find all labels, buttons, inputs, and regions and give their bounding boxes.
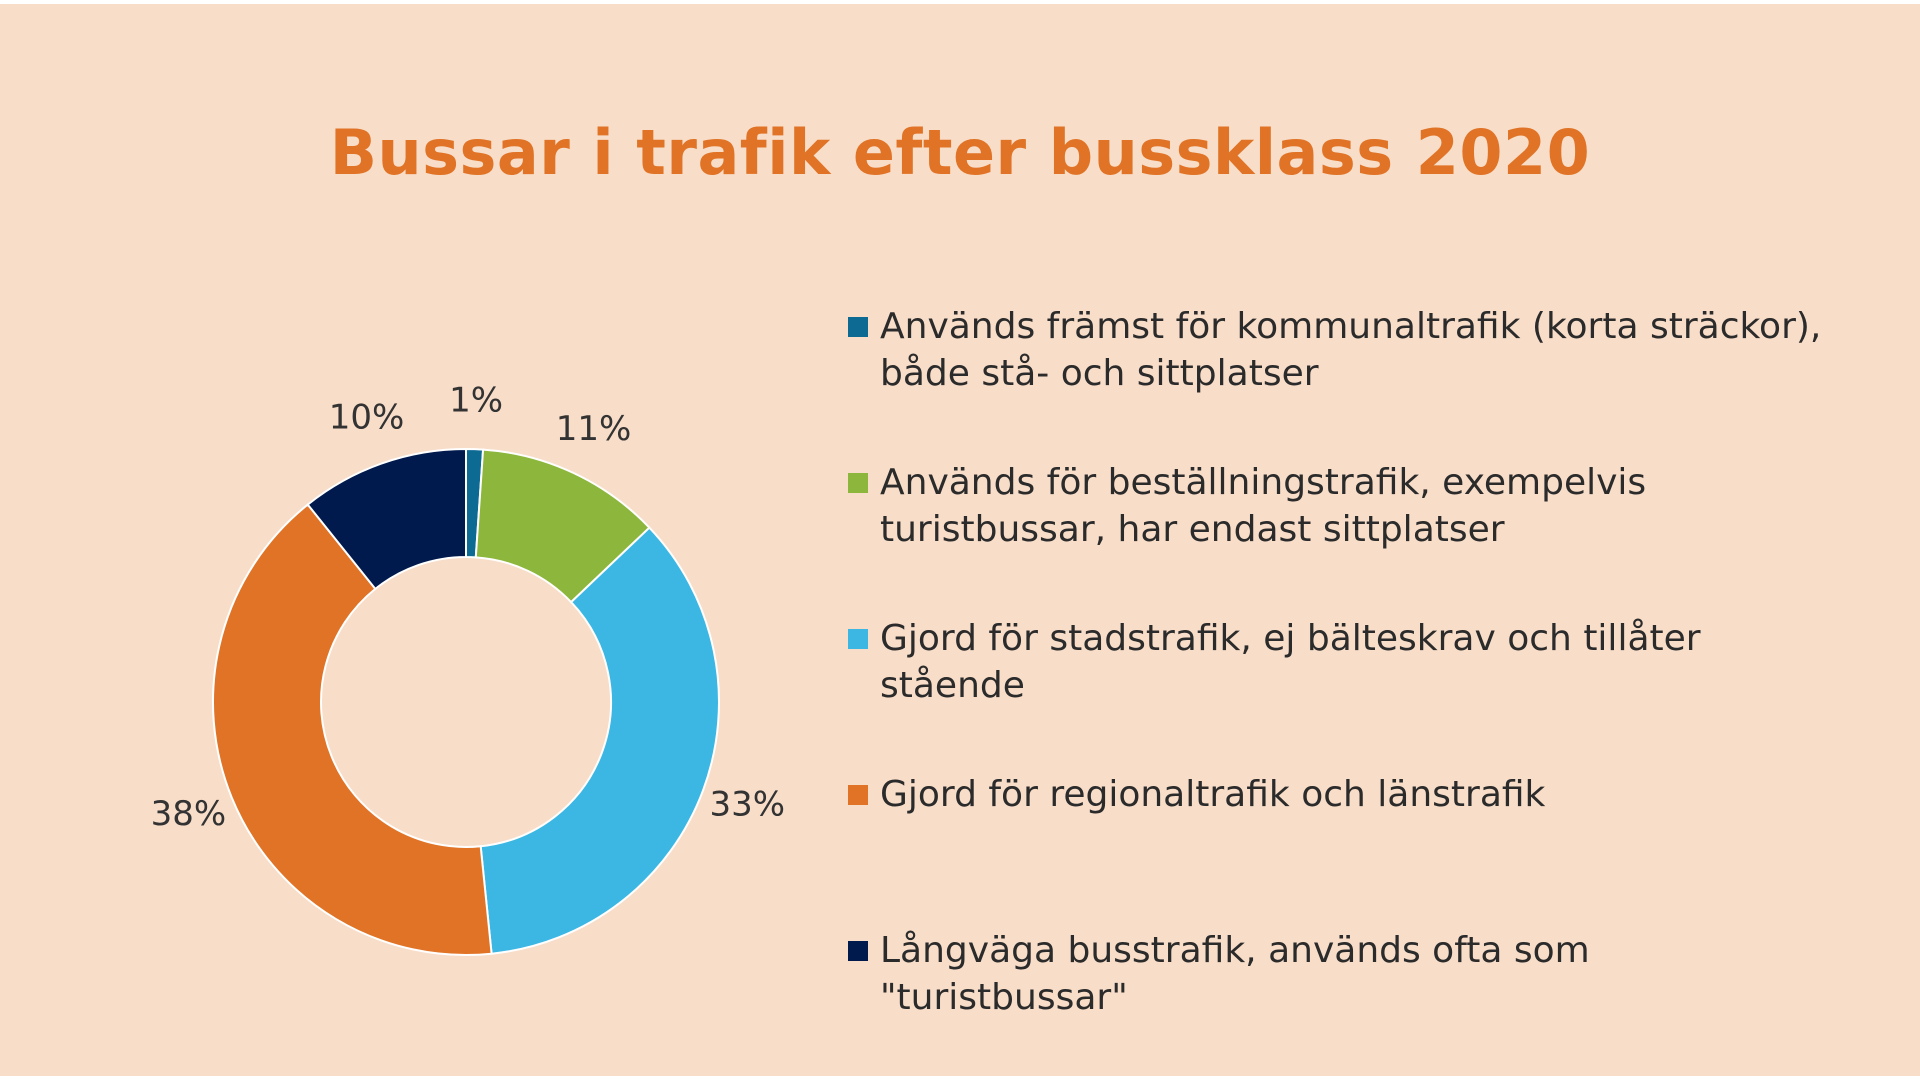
data-label: 33% bbox=[710, 785, 786, 825]
slice-regionaltrafik bbox=[212, 503, 493, 956]
legend-label: Långväga busstrafik, används ofta som "t… bbox=[880, 930, 1590, 1018]
slice-langvaga bbox=[306, 447, 467, 591]
legend-item-stadstrafik: Gjord för stadstrafik, ej bälteskrav och… bbox=[848, 615, 1888, 709]
legend-swatch bbox=[848, 317, 868, 337]
legend-swatch bbox=[848, 785, 868, 805]
legend-label: Används för beställningstrafik, exempelv… bbox=[880, 462, 1647, 550]
slice-stadstrafik bbox=[479, 526, 720, 955]
data-label: 11% bbox=[556, 409, 632, 449]
legend-label: Gjord för regionaltrafik och länstrafik bbox=[880, 774, 1546, 815]
chart-title: Bussar i trafik efter bussklass 2020 bbox=[329, 116, 1591, 189]
legend-swatch bbox=[848, 629, 868, 649]
legend-swatch bbox=[848, 473, 868, 493]
legend-item-kommunaltrafik: Används främst för kommunaltrafik (korta… bbox=[848, 303, 1888, 397]
legend-item-regionaltrafik: Gjord för regionaltrafik och länstrafik bbox=[848, 771, 1888, 818]
legend-swatch bbox=[848, 941, 868, 961]
data-label: 1% bbox=[449, 381, 503, 421]
legend-label: Används främst för kommunaltrafik (korta… bbox=[880, 306, 1822, 394]
legend-label: Gjord för stadstrafik, ej bälteskrav och… bbox=[880, 618, 1701, 706]
legend-item-langvaga: Långväga busstrafik, används ofta som "t… bbox=[848, 927, 1888, 1021]
data-label: 10% bbox=[329, 397, 405, 437]
data-label: 38% bbox=[151, 794, 227, 834]
legend-item-bestallningstrafik: Används för beställningstrafik, exempelv… bbox=[848, 459, 1888, 553]
